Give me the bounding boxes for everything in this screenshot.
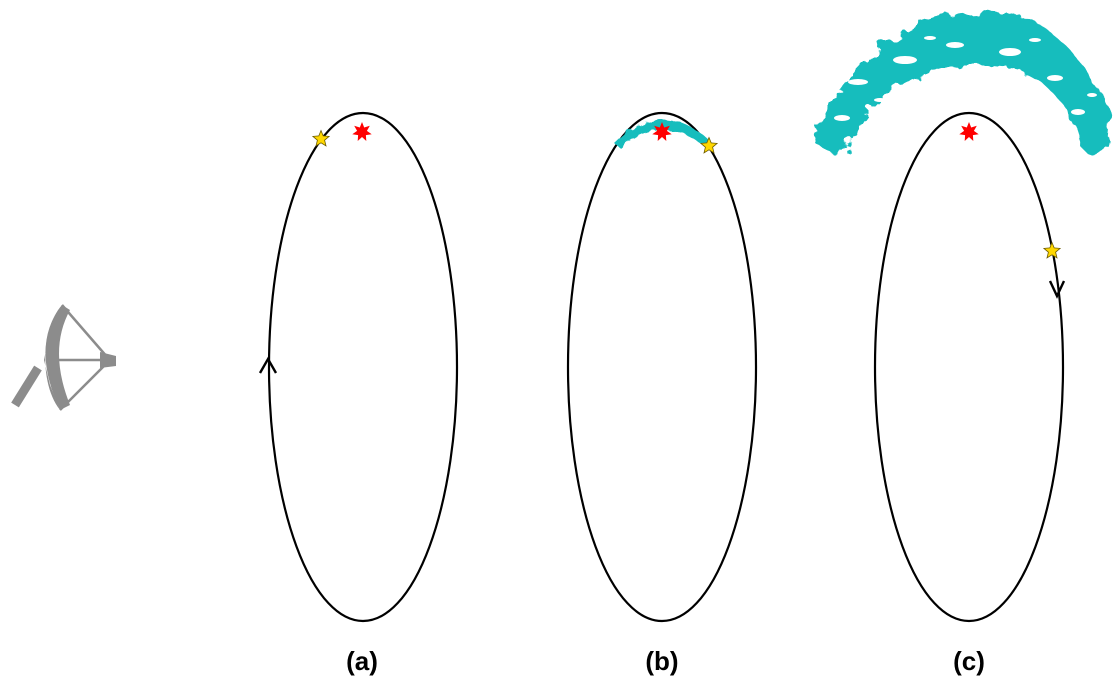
yellow-star-icon [311, 129, 331, 147]
panel-label: (c) [953, 646, 985, 676]
red-star-burst-icon [652, 122, 672, 141]
panel-label: (b) [645, 646, 678, 676]
orbit-ellipse [873, 111, 1065, 623]
debris-cloud [812, 11, 1108, 155]
red-star-burst-icon [352, 122, 372, 141]
orbit-ellipse [267, 111, 459, 623]
red-star-burst-icon [959, 122, 979, 141]
yellow-star-icon [1042, 241, 1062, 259]
radio-telescope-icon [11, 304, 116, 411]
panel-a: (a) [258, 111, 459, 676]
arrowhead-icon [1048, 280, 1066, 299]
yellow-star-icon [699, 136, 719, 154]
panel-label: (a) [346, 646, 378, 676]
debris-arc [614, 119, 712, 148]
panel-c: (c) [812, 11, 1108, 676]
panel-b: (b) [566, 111, 758, 676]
arrowhead-icon [258, 356, 278, 374]
orbit-ellipse [566, 111, 758, 623]
